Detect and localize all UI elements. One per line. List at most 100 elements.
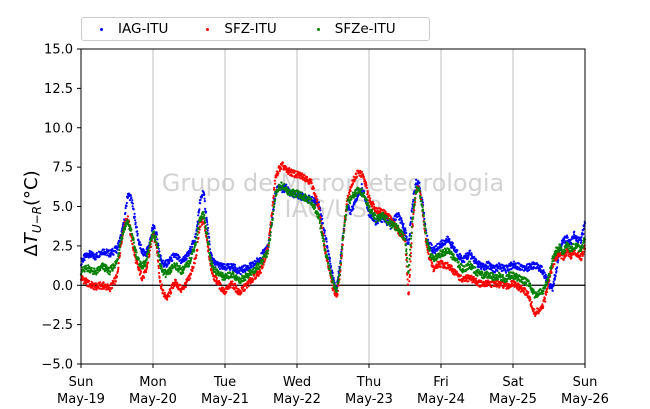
data-point — [189, 260, 192, 263]
data-point — [433, 269, 436, 272]
data-point — [408, 237, 411, 240]
data-point — [567, 254, 570, 258]
data-point — [157, 251, 160, 254]
data-point — [116, 258, 119, 261]
data-point — [344, 213, 348, 216]
data-point — [225, 290, 228, 293]
data-point — [229, 286, 232, 289]
data-point — [219, 271, 223, 274]
data-point — [318, 207, 321, 210]
data-point — [409, 248, 412, 251]
data-point — [534, 314, 537, 317]
data-point — [317, 201, 320, 204]
data-point — [158, 276, 161, 279]
data-point — [276, 174, 279, 177]
data-point — [391, 218, 394, 221]
data-point — [331, 271, 334, 274]
data-point — [259, 269, 262, 272]
data-point — [543, 271, 546, 274]
data-point — [264, 252, 267, 255]
data-point — [116, 248, 119, 251]
data-point — [438, 262, 441, 266]
data-point — [408, 264, 411, 267]
data-point — [296, 176, 299, 179]
data-point — [185, 283, 188, 286]
data-point — [521, 268, 524, 271]
data-point — [384, 214, 388, 218]
data-point — [203, 193, 206, 196]
data-point — [404, 244, 407, 247]
data-point — [577, 241, 580, 244]
data-point — [321, 222, 324, 225]
data-point — [340, 263, 343, 266]
data-point — [203, 197, 206, 200]
data-point — [436, 249, 439, 252]
data-point — [318, 214, 321, 217]
data-point — [476, 274, 479, 277]
data-point — [480, 273, 483, 276]
data-point — [463, 265, 466, 268]
data-point — [565, 234, 569, 237]
data-point — [408, 273, 411, 277]
data-point — [205, 216, 208, 219]
data-point — [398, 231, 401, 234]
data-point — [217, 270, 220, 273]
data-point — [136, 232, 139, 235]
data-point — [329, 272, 332, 275]
data-point — [231, 280, 234, 283]
data-point — [199, 219, 202, 222]
data-point — [95, 251, 98, 255]
data-point — [159, 280, 162, 283]
data-point — [344, 216, 347, 219]
data-point — [562, 258, 565, 261]
data-point — [115, 262, 118, 265]
data-point — [410, 225, 413, 228]
data-point — [552, 280, 555, 283]
data-point — [137, 257, 140, 260]
data-point — [243, 288, 246, 291]
data-point — [473, 261, 476, 264]
data-point — [430, 243, 433, 246]
data-point — [168, 261, 171, 264]
data-point — [314, 193, 317, 196]
data-point — [95, 288, 98, 291]
data-point — [553, 276, 557, 279]
data-point — [179, 284, 182, 287]
data-point — [214, 275, 217, 278]
data-point — [206, 250, 210, 253]
data-point — [537, 264, 540, 267]
data-point — [311, 201, 314, 204]
data-point — [533, 308, 536, 311]
data-point — [415, 178, 418, 181]
data-point — [353, 195, 356, 198]
data-point — [408, 280, 411, 283]
data-point — [405, 239, 409, 242]
data-point — [394, 218, 397, 221]
data-point — [171, 263, 174, 266]
data-point — [259, 271, 263, 274]
watermark-line1: Grupo de Micrometeorologia — [162, 169, 504, 197]
data-point — [191, 252, 194, 255]
data-point — [451, 258, 454, 261]
data-point — [423, 221, 426, 224]
data-point — [293, 193, 297, 196]
data-point — [273, 203, 276, 206]
data-point — [88, 251, 91, 254]
data-point — [190, 256, 193, 260]
data-point — [277, 172, 280, 175]
data-point — [115, 251, 118, 254]
data-point — [153, 227, 156, 230]
data-point — [542, 305, 545, 308]
data-point — [171, 259, 174, 262]
data-point — [457, 255, 460, 258]
data-point — [469, 260, 472, 263]
data-point — [409, 252, 413, 255]
data-point — [195, 237, 198, 240]
data-point — [490, 285, 493, 289]
data-point — [371, 204, 374, 207]
data-point — [405, 235, 408, 238]
data-point — [579, 241, 583, 244]
data-point — [452, 253, 455, 256]
data-point — [448, 238, 451, 241]
data-point — [214, 263, 217, 266]
